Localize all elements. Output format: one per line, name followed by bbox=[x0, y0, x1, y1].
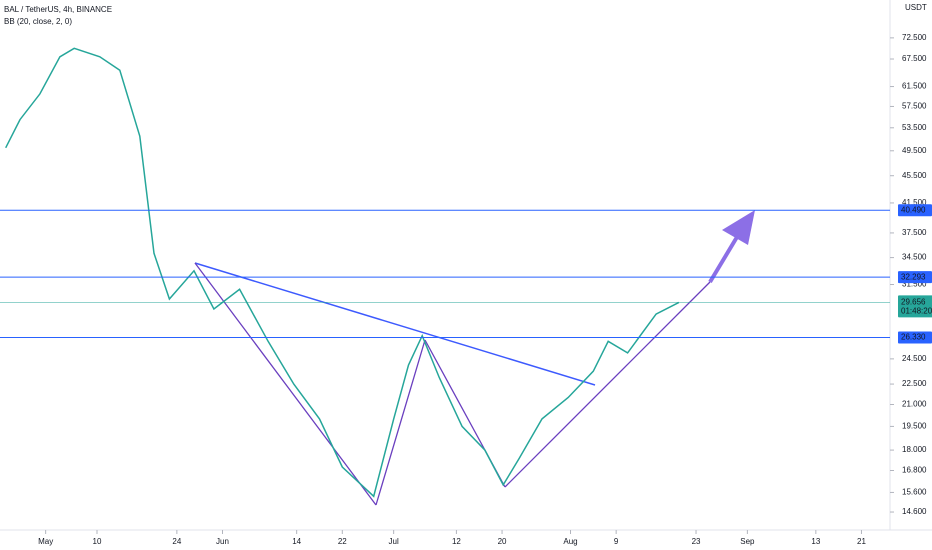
x-tick-label: Sep bbox=[740, 537, 755, 546]
y-tick-label: 49.500 bbox=[902, 146, 927, 155]
level-tag bbox=[898, 331, 932, 344]
last-price-tag bbox=[898, 295, 932, 318]
pattern-line bbox=[504, 281, 711, 488]
y-tick-label: 41.500 bbox=[902, 198, 927, 207]
x-tick-label: 20 bbox=[498, 537, 507, 546]
y-tick-label: 19.500 bbox=[902, 422, 927, 431]
x-tick-label: 13 bbox=[811, 537, 820, 546]
y-tick-label: 18.000 bbox=[902, 445, 927, 454]
y-tick-label: 24.500 bbox=[902, 354, 927, 363]
x-tick-label: 23 bbox=[692, 537, 701, 546]
y-tick-label: 53.500 bbox=[902, 123, 927, 132]
y-tick-label: 34.500 bbox=[902, 253, 927, 262]
x-tick-label: 10 bbox=[93, 537, 102, 546]
projection-arrow bbox=[708, 230, 742, 284]
y-tick-label: 45.500 bbox=[902, 171, 927, 180]
level-tag bbox=[898, 271, 932, 284]
pattern-line bbox=[194, 262, 377, 506]
y-tick-label: 72.500 bbox=[902, 33, 927, 42]
x-tick-label: Aug bbox=[563, 537, 577, 546]
y-tick-label: 16.800 bbox=[902, 466, 927, 475]
y-tick-label: 61.500 bbox=[902, 82, 927, 91]
y-tick-label: 57.500 bbox=[902, 102, 927, 111]
x-tick-label: 9 bbox=[614, 537, 619, 546]
x-tick-label: 12 bbox=[452, 537, 461, 546]
x-tick-label: 24 bbox=[172, 537, 181, 546]
y-tick-label: 31.500 bbox=[902, 280, 927, 289]
x-tick-label: Jun bbox=[216, 537, 229, 546]
level-tag-label: 40.490 bbox=[901, 205, 926, 214]
last-price-label: 29.656 bbox=[901, 297, 926, 306]
y-tick-label: 14.600 bbox=[902, 507, 927, 516]
currency-label: USDT bbox=[905, 3, 927, 12]
y-tick-label: 21.000 bbox=[902, 400, 927, 409]
level-tag-label: 32.293 bbox=[901, 272, 926, 281]
y-tick-label: 67.500 bbox=[902, 54, 927, 63]
x-tick-label: Jul bbox=[389, 537, 399, 546]
arrow-head bbox=[722, 210, 755, 245]
chart-title: BAL / TetherUS, 4h, BINANCE bbox=[4, 5, 112, 14]
countdown-label: 01:48:20 bbox=[901, 306, 932, 315]
level-tag-label: 26.330 bbox=[901, 333, 926, 342]
y-tick-label: 22.500 bbox=[902, 379, 927, 388]
x-tick-label: 21 bbox=[857, 537, 866, 546]
y-tick-label: 37.500 bbox=[902, 228, 927, 237]
pattern-line bbox=[375, 339, 426, 506]
x-tick-label: May bbox=[38, 537, 53, 546]
indicator-label: BB (20, close, 2, 0) bbox=[4, 17, 72, 26]
price-line bbox=[5, 47, 680, 498]
x-tick-label: 22 bbox=[338, 537, 347, 546]
x-tick-label: 14 bbox=[292, 537, 301, 546]
trend-line bbox=[194, 262, 596, 386]
level-tag bbox=[898, 204, 932, 217]
y-tick-label: 15.600 bbox=[902, 488, 927, 497]
